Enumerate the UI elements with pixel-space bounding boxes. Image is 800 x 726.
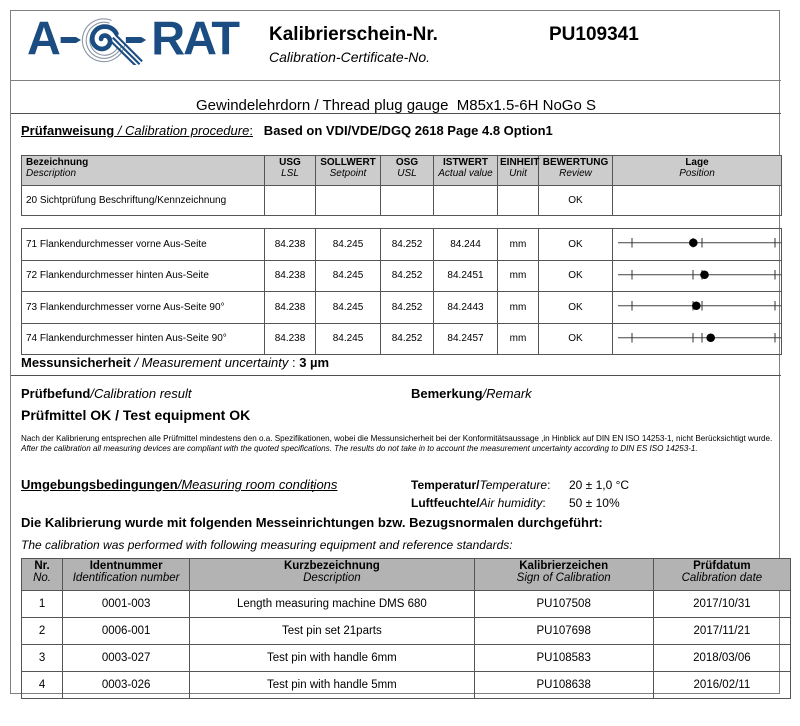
svg-text:A: A <box>27 15 60 64</box>
svg-text:RAT: RAT <box>151 15 240 64</box>
